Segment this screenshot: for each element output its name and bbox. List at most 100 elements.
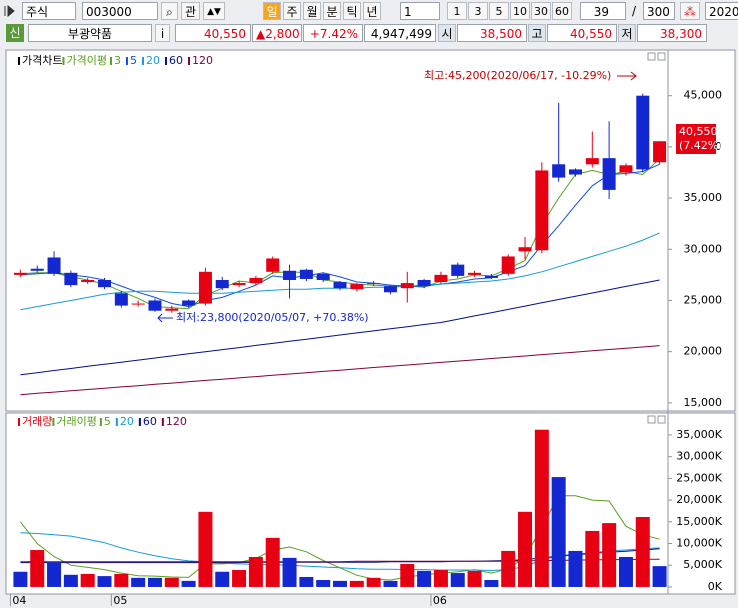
volume-bar	[618, 556, 633, 587]
candle-body	[198, 271, 212, 304]
interval-button[interactable]: 1	[447, 2, 467, 20]
stock-name[interactable]: 부광약품	[28, 24, 152, 42]
candle-body	[518, 247, 532, 252]
interval-select[interactable]: 1	[400, 2, 440, 20]
arrow	[157, 313, 173, 323]
volume-bar	[80, 573, 95, 587]
x-tick-label: 04	[12, 594, 26, 607]
y-tick-label: 10,000K	[676, 537, 722, 550]
last-price-box	[676, 124, 716, 154]
candle-body	[114, 293, 128, 306]
volume-bar	[248, 556, 263, 587]
legend-label: 60	[143, 415, 157, 428]
legend-label: 가격차트	[22, 54, 62, 67]
spin-button[interactable]: ▲▼	[203, 2, 225, 20]
candle-body	[249, 277, 263, 284]
volume-bar	[635, 517, 650, 587]
legend-label: 가격이평	[66, 54, 106, 67]
candle-body	[585, 158, 599, 165]
panel-icon[interactable]	[657, 415, 666, 424]
candle-body	[299, 269, 313, 279]
date-input[interactable]: 2020/	[705, 2, 738, 20]
candle-body	[182, 300, 196, 306]
candle-body	[333, 282, 347, 289]
candle-body	[148, 300, 162, 311]
high: 40,550	[547, 24, 617, 42]
volume-bar	[652, 566, 667, 587]
interval-button[interactable]: 5	[489, 2, 509, 20]
candle-body	[283, 270, 297, 280]
y-tick-label: 30,000	[684, 242, 723, 255]
separator: /	[632, 4, 637, 18]
volume-bar	[417, 570, 432, 587]
candle-body	[552, 164, 566, 178]
nav-icon[interactable]	[2, 2, 18, 20]
volume-bar	[467, 570, 482, 587]
candle-body	[383, 286, 397, 293]
y-tick-label: 25,000	[684, 293, 723, 306]
count-input[interactable]: 39	[580, 2, 626, 20]
watch-button[interactable]: 관	[181, 2, 200, 20]
legend-swatch	[18, 418, 20, 426]
panel-icon[interactable]	[657, 52, 666, 61]
period-button[interactable]: 월	[303, 2, 321, 20]
legend-swatch	[164, 57, 167, 65]
volume-bar	[97, 576, 112, 587]
volume-bar	[450, 573, 465, 587]
period-button[interactable]: 일	[263, 2, 281, 20]
legend-swatch	[18, 57, 20, 65]
last-price-label: (7.42%)	[679, 139, 723, 152]
ma-line	[20, 279, 660, 376]
interval-button[interactable]: 60	[552, 2, 572, 20]
candle-body	[619, 165, 633, 173]
settings-button[interactable]: ⁂	[680, 2, 700, 20]
high-annotation: 최고:45,200(2020/06/17, -10.29%)	[424, 69, 611, 82]
candle-body	[13, 272, 27, 275]
x-tick-label: 05	[113, 594, 127, 607]
volume-bar	[400, 563, 415, 587]
x-tick-label: 06	[433, 594, 447, 607]
market-select[interactable]: 주식	[22, 2, 76, 20]
volume-bar	[333, 580, 347, 587]
code-input[interactable]: 003000	[82, 2, 158, 20]
y-tick-label: 35,000	[684, 191, 723, 204]
badge: 신	[6, 24, 24, 42]
candle-body	[47, 257, 61, 274]
period-button[interactable]: 틱	[343, 2, 361, 20]
period-button[interactable]: 년	[363, 2, 381, 20]
legend-swatch	[138, 418, 141, 426]
interval-button[interactable]: 30	[531, 2, 551, 20]
volume-bar	[433, 570, 448, 587]
panel-icon[interactable]	[647, 415, 656, 424]
y-tick-label: 0K	[708, 580, 723, 593]
period-button[interactable]: 주	[283, 2, 301, 20]
candle-body	[468, 272, 482, 275]
volume-bar	[232, 570, 247, 587]
legend-label: 20	[120, 415, 134, 428]
arrow	[617, 71, 637, 81]
candle-body	[131, 303, 145, 305]
interval-button[interactable]: 3	[468, 2, 488, 20]
change: ▲2,800	[252, 24, 302, 42]
legend-label: 5	[104, 415, 111, 428]
search-button[interactable]: ⌕	[161, 2, 178, 20]
volume-bar	[518, 511, 533, 587]
legend-swatch	[99, 418, 102, 426]
high-label: 고	[528, 24, 546, 42]
volume-bar	[282, 557, 297, 587]
volume-bar	[551, 477, 566, 587]
volume-bar	[299, 576, 314, 587]
legend-label: 5	[130, 54, 137, 67]
panel-icon[interactable]	[647, 52, 656, 61]
max-input[interactable]: 300	[643, 2, 675, 20]
period-button[interactable]: 분	[323, 2, 341, 20]
candle-body	[266, 258, 280, 272]
y-tick-label: 20,000K	[676, 493, 722, 506]
volume-bar	[349, 580, 364, 587]
volume-bar	[534, 429, 549, 587]
volume-bar	[47, 562, 62, 587]
y-tick-label: 45,000	[684, 89, 723, 102]
interval-button[interactable]: 10	[510, 2, 530, 20]
info-button[interactable]: i	[155, 24, 170, 42]
